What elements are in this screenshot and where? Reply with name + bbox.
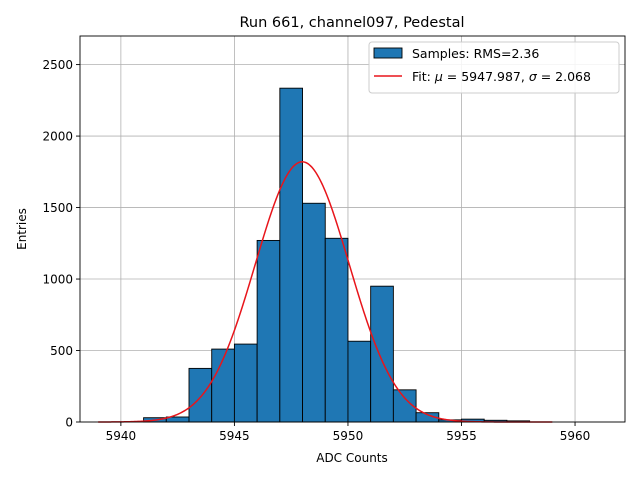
y-tick-label: 2000 [42,130,73,144]
legend-fit-label: Fit: μ = 5947.987, σ = 2.068 [412,69,591,84]
histogram-bar [370,285,394,423]
x-tick-label: 5950 [333,429,364,443]
legend-histogram-label: Samples: RMS=2.36 [412,46,539,61]
histogram-bar [233,343,258,423]
y-tick-label: 0 [65,416,73,430]
histogram-bar [347,340,372,423]
plot-frame [79,35,626,423]
legend: Samples: RMS=2.36 Fit: μ = 5947.987, σ =… [368,41,620,94]
legend-frame [368,41,620,94]
x-tick-label: 5960 [560,429,591,443]
y-tick-label: 1500 [42,201,73,215]
y-tick-label: 1000 [42,273,73,287]
histogram-bar [279,87,303,423]
x-tick-label: 5940 [106,429,137,443]
legend-histogram-swatch [373,47,403,59]
histogram-bar [324,237,349,423]
histogram-bar [188,367,213,423]
histogram-bar [256,239,281,423]
x-tick-label: 5955 [446,429,477,443]
histogram-bars [143,87,531,423]
y-axis-label: Entries [15,208,29,250]
x-tick-label: 5945 [219,429,250,443]
x-axis-label: ADC Counts [316,451,388,465]
histogram-bar [302,202,326,423]
chart-title: Run 661, channel097, Pedestal [239,15,464,31]
y-tick-label: 2500 [42,58,73,72]
y-tick-label: 500 [50,344,73,358]
x-axis-ticks: 5940 5945 5950 5955 5960 [106,422,591,443]
y-axis-ticks: 0 500 1000 1500 2000 2500 [42,58,80,430]
